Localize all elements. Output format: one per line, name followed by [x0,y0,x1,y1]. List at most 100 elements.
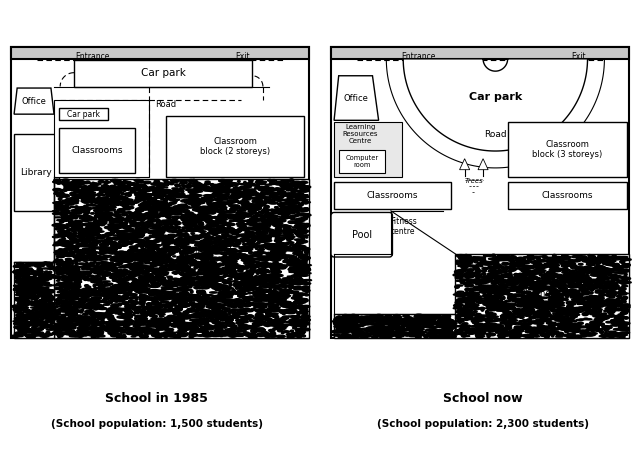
Ellipse shape [260,228,265,230]
Ellipse shape [148,212,150,213]
Ellipse shape [412,334,417,336]
Ellipse shape [136,239,144,242]
Ellipse shape [166,250,175,252]
Ellipse shape [191,303,200,306]
Ellipse shape [480,317,483,320]
Ellipse shape [79,239,86,240]
Ellipse shape [207,227,212,230]
Ellipse shape [269,221,277,223]
Ellipse shape [76,271,79,272]
Ellipse shape [512,310,521,313]
Ellipse shape [399,330,407,331]
Ellipse shape [534,286,542,287]
Ellipse shape [59,239,62,242]
Ellipse shape [289,284,292,286]
Ellipse shape [89,259,92,261]
Ellipse shape [513,332,518,334]
Ellipse shape [524,272,533,274]
Ellipse shape [447,334,456,337]
Ellipse shape [70,213,74,216]
Ellipse shape [33,287,38,290]
Ellipse shape [278,240,281,243]
Ellipse shape [586,329,591,331]
Ellipse shape [174,323,180,324]
Ellipse shape [477,282,481,285]
Ellipse shape [237,213,245,216]
Ellipse shape [70,224,76,226]
Ellipse shape [486,280,495,282]
Ellipse shape [86,252,93,253]
Ellipse shape [130,233,134,235]
Ellipse shape [281,186,287,188]
Ellipse shape [264,310,267,312]
Ellipse shape [337,318,342,320]
Ellipse shape [45,333,49,336]
Ellipse shape [611,311,615,313]
Ellipse shape [214,330,220,331]
Ellipse shape [607,262,612,265]
Ellipse shape [240,187,244,188]
Ellipse shape [68,285,76,286]
Ellipse shape [502,255,508,258]
Ellipse shape [263,333,271,336]
Ellipse shape [173,213,182,215]
Ellipse shape [86,290,93,291]
Ellipse shape [104,182,110,183]
Ellipse shape [136,228,142,231]
Ellipse shape [274,277,280,279]
Ellipse shape [595,279,603,282]
Ellipse shape [298,261,301,262]
Ellipse shape [168,298,176,299]
Ellipse shape [14,310,21,313]
Ellipse shape [77,221,83,222]
Ellipse shape [201,198,205,200]
Ellipse shape [33,277,39,279]
Ellipse shape [79,319,86,322]
Ellipse shape [276,218,285,221]
Ellipse shape [60,259,63,262]
Ellipse shape [170,179,178,182]
Ellipse shape [152,317,156,318]
Ellipse shape [161,240,168,241]
Ellipse shape [223,300,227,303]
Ellipse shape [152,284,161,286]
Ellipse shape [111,242,116,243]
Ellipse shape [95,187,102,189]
Ellipse shape [22,290,26,292]
Ellipse shape [266,324,269,327]
Ellipse shape [334,326,340,327]
Ellipse shape [60,234,65,235]
Ellipse shape [156,221,162,224]
Ellipse shape [238,300,246,302]
Ellipse shape [257,241,266,243]
Ellipse shape [38,293,46,296]
Ellipse shape [151,263,158,267]
Ellipse shape [214,198,218,201]
Ellipse shape [245,265,249,268]
Ellipse shape [98,207,102,210]
Ellipse shape [181,214,189,216]
Ellipse shape [54,331,60,333]
Ellipse shape [31,319,38,321]
Ellipse shape [119,272,124,274]
Ellipse shape [162,226,168,228]
Ellipse shape [192,183,198,184]
Ellipse shape [87,204,95,206]
Ellipse shape [70,273,75,274]
Ellipse shape [279,310,285,313]
Ellipse shape [429,336,435,337]
Ellipse shape [127,328,135,331]
Ellipse shape [276,237,280,239]
Ellipse shape [22,291,26,292]
Ellipse shape [442,318,451,319]
Ellipse shape [488,299,495,302]
Ellipse shape [132,281,138,283]
Ellipse shape [271,305,275,308]
Ellipse shape [198,202,204,203]
Ellipse shape [556,316,559,317]
Ellipse shape [245,265,252,268]
Ellipse shape [607,272,612,275]
Ellipse shape [218,257,221,259]
Ellipse shape [385,333,392,334]
Ellipse shape [533,286,538,288]
